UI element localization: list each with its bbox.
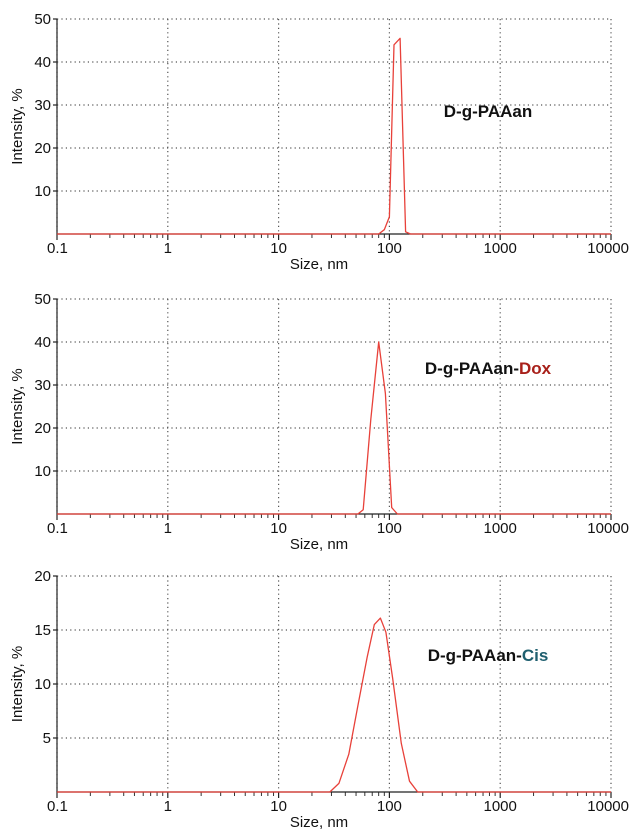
x-tick-label: 10 [270, 520, 287, 537]
sample-label: D-g-PAAan-Cis [428, 646, 549, 665]
grid [56, 298, 612, 514]
sample-label-part: D-g-PAAan- [425, 359, 519, 378]
sample-label-part: Dox [519, 359, 552, 378]
x-tick-label: 1 [164, 520, 172, 537]
grid [56, 575, 612, 792]
x-minor-ticks [89, 514, 607, 518]
sample-label: D-g-PAAan-Dox [425, 359, 552, 378]
y-tick-label: 5 [43, 730, 51, 747]
data-line [57, 37, 611, 235]
chart-panel-1: 10 20 30 40 50 0.1 1 10 100 1000 10000 Size, nm Inte… [9, 11, 629, 273]
x-tick-label: 10000 [587, 240, 629, 257]
x-tick-label: 10 [270, 240, 287, 257]
x-minor-ticks [89, 234, 607, 238]
x-tick-label: 10 [270, 798, 287, 815]
y-tick-label: 20 [34, 140, 51, 157]
y-tick-label: 20 [34, 568, 51, 585]
data-line [57, 341, 611, 515]
y-axis-label: Intensity, % [9, 368, 26, 444]
x-axis-label: Size, nm [290, 536, 348, 553]
sample-label-part: D-g-PAAan [444, 102, 532, 121]
y-axis-label: Intensity, % [9, 88, 26, 164]
grid [56, 18, 612, 234]
x-tick-label: 1000 [484, 240, 517, 257]
sample-label: D-g-PAAan [444, 102, 532, 121]
x-tick-label: 100 [377, 798, 402, 815]
y-tick-label: 40 [34, 54, 51, 71]
sample-label-part: D-g-PAAan- [428, 646, 522, 665]
x-tick-label: 1 [164, 240, 172, 257]
x-tick-label: 1000 [484, 520, 517, 537]
y-tick-label: 10 [34, 183, 51, 200]
y-tick-label: 50 [34, 291, 51, 308]
x-tick-label: 10000 [587, 520, 629, 537]
data-line [57, 617, 611, 793]
y-tick-label: 50 [34, 11, 51, 28]
y-tick-label: 40 [34, 334, 51, 351]
y-tick-label: 10 [34, 676, 51, 693]
x-axis-label: Size, nm [290, 256, 348, 273]
x-tick-label: 1000 [484, 798, 517, 815]
y-tick-label: 15 [34, 622, 51, 639]
x-tick-label: 0.1 [47, 798, 68, 815]
y-axis-label: Intensity, % [9, 646, 26, 722]
x-tick-label: 100 [377, 240, 402, 257]
chart-panel-2: 10 20 30 40 50 0.1 1 10 100 1000 10000 Size, nm Inte… [9, 291, 629, 553]
x-tick-label: 100 [377, 520, 402, 537]
y-tick-label: 30 [34, 97, 51, 114]
y-tick-label: 30 [34, 377, 51, 394]
sample-label-part: Cis [522, 646, 548, 665]
y-tick-label: 20 [34, 420, 51, 437]
x-minor-ticks [89, 792, 607, 796]
x-tick-label: 0.1 [47, 240, 68, 257]
x-tick-label: 0.1 [47, 520, 68, 537]
chart-panel-3: 5 10 15 20 0.1 1 10 100 1000 10000 Size, nm Intensi… [9, 568, 629, 831]
y-tick-label: 10 [34, 463, 51, 480]
x-tick-label: 10000 [587, 798, 629, 815]
x-axis-label: Size, nm [290, 814, 348, 831]
x-tick-label: 1 [164, 798, 172, 815]
